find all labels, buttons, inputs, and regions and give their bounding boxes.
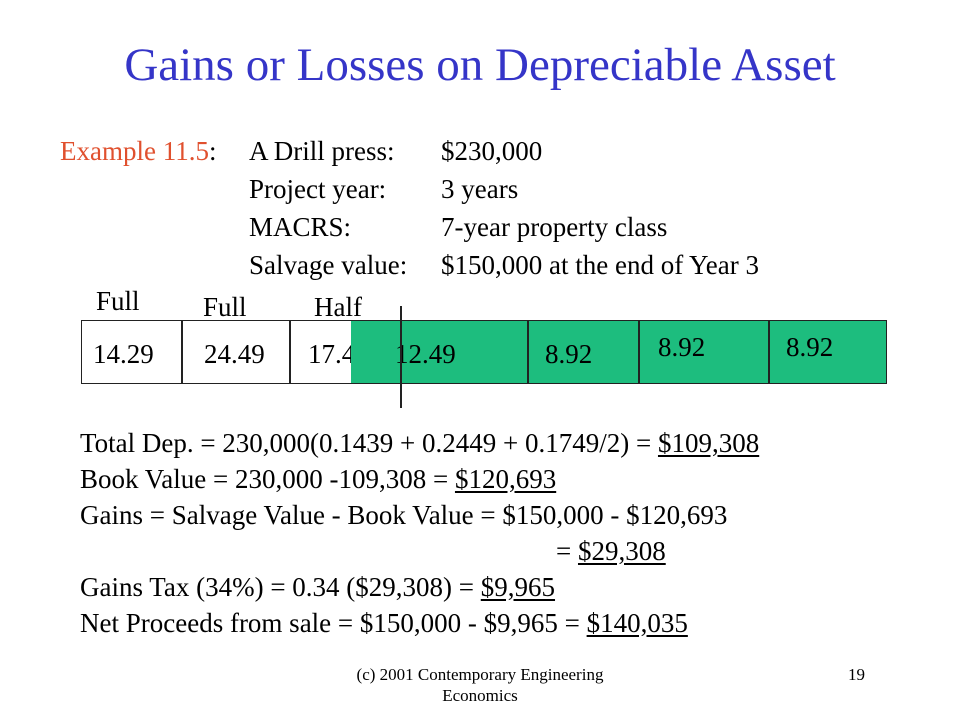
footer-line-2: Economics <box>442 686 518 705</box>
bar-cell-value: 8.92 <box>658 332 706 362</box>
example-value-4: $150,000 at the end of Year 3 <box>441 250 759 280</box>
example-key-4: Salvage value: <box>249 250 408 280</box>
calc-text: Net Proceeds from sale = $150,000 - $9,9… <box>80 608 587 638</box>
bar-label-half: Half <box>314 292 362 322</box>
bar-cell-year-2: 24.49 <box>182 320 290 384</box>
calc-result: $109,308 <box>657 428 760 458</box>
footer-copyright: (c) 2001 Contemporary Engineering Econom… <box>300 664 660 706</box>
example-key-2: Project year: <box>249 174 387 204</box>
calc-gains: Gains = Salvage Value - Book Value = $15… <box>80 500 728 530</box>
bar-cell-value: 24.49 <box>204 339 265 369</box>
example-label-text: Example 11.5 <box>60 136 209 166</box>
bar-cell-value: 8.92 <box>545 339 593 369</box>
bar-cell-year-6: 8.92 <box>639 320 769 384</box>
footer-line-1: (c) 2001 Contemporary Engineering <box>356 665 604 684</box>
calc-gains-tax: Gains Tax (34%) = 0.34 ($29,308) = $9,96… <box>80 569 555 605</box>
example-value-1: $230,000 <box>441 136 543 166</box>
calc-book-value: Book Value = 230,000 -109,308 = $120,693 <box>80 461 556 497</box>
calc-total-depreciation: Total Dep. = 230,000(0.1439 + 0.2449 + 0… <box>80 425 759 461</box>
calc-net-proceeds: Net Proceeds from sale = $150,000 - $9,9… <box>80 605 688 641</box>
bar-cell-value: 8.92 <box>786 332 834 362</box>
bar-cell-year-4: 12.49 <box>351 320 528 384</box>
slide-title: Gains or Losses on Depreciable Asset <box>124 39 836 91</box>
bar-cell-year-3-white: 17.49 <box>290 320 369 384</box>
example-label-colon: : <box>208 136 217 166</box>
example-label: Example 11.5: <box>60 134 216 168</box>
example-value-3: 7-year property class <box>441 212 668 242</box>
calc-result: $120,693 <box>454 464 557 494</box>
bar-label-full-2: Full <box>203 292 247 322</box>
calc-text: Gains Tax (34%) = 0.34 ($29,308) = <box>80 572 481 602</box>
page-number: 19 <box>848 665 865 684</box>
bar-cell-year-1: 14.29 <box>81 320 182 384</box>
calc-result: $140,035 <box>586 608 688 638</box>
example-key-3: MACRS: <box>249 212 352 242</box>
example-value-2: 3 years <box>441 174 519 204</box>
calc-result: $29,308 <box>577 536 666 566</box>
year-3-cutoff-line <box>400 306 402 408</box>
bar-cell-value: 14.29 <box>93 339 154 369</box>
calc-text: = <box>556 536 578 566</box>
bar-label-full-1: Full <box>96 286 140 316</box>
bar-cell-year-7: 8.92 <box>769 320 887 384</box>
bar-cell-value: 12.49 <box>395 339 456 369</box>
calc-text: Book Value = 230,000 -109,308 = <box>80 464 455 494</box>
calc-result: $9,965 <box>480 572 556 602</box>
calc-text: Total Dep. = 230,000(0.1439 + 0.2449 + 0… <box>80 428 658 458</box>
bar-cell-year-5: 8.92 <box>528 320 639 384</box>
calc-gains-result: = $29,308 <box>556 533 666 569</box>
example-key-1: A Drill press: <box>249 136 395 166</box>
